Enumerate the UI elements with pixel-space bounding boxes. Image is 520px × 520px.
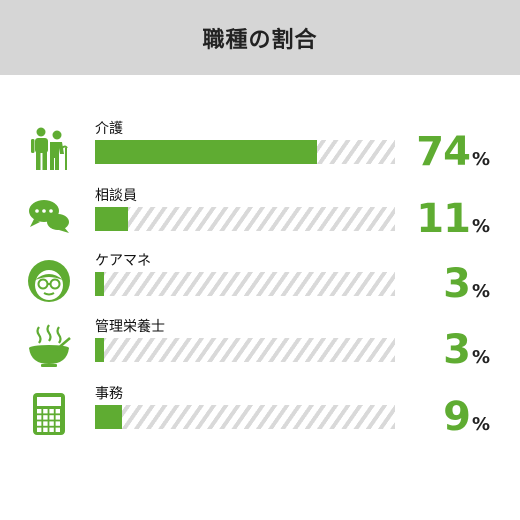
page-title: 職種の割合 bbox=[202, 27, 318, 53]
value-number: 3 bbox=[443, 261, 471, 307]
category-label: ケアマネ bbox=[95, 253, 151, 269]
value-label: 11% bbox=[416, 189, 490, 239]
value-number: 11 bbox=[416, 196, 471, 242]
value-number: 9 bbox=[443, 394, 471, 440]
value-unit: % bbox=[471, 281, 490, 302]
bar-row: 管理栄養士 3% bbox=[0, 316, 520, 376]
bar bbox=[95, 207, 128, 231]
value-label: 74% bbox=[416, 122, 490, 172]
bar-track bbox=[95, 140, 395, 164]
steaming-bowl-icon bbox=[26, 324, 72, 370]
bar-row: 事務 9% bbox=[0, 383, 520, 443]
calculator-icon bbox=[26, 391, 72, 437]
category-label: 管理栄養士 bbox=[95, 319, 165, 335]
value-unit: % bbox=[471, 347, 490, 368]
bar bbox=[95, 405, 122, 429]
value-label: 9% bbox=[443, 387, 490, 437]
value-label: 3% bbox=[443, 320, 490, 370]
bar-track bbox=[95, 272, 395, 296]
value-unit: % bbox=[471, 149, 490, 170]
value-unit: % bbox=[471, 216, 490, 237]
value-unit: % bbox=[471, 414, 490, 435]
bar bbox=[95, 338, 104, 362]
bar-row: ケアマネ 3% bbox=[0, 250, 520, 310]
bar-track bbox=[95, 207, 395, 231]
title-banner: 職種の割合 bbox=[0, 0, 520, 75]
woman-with-glasses-icon bbox=[26, 258, 72, 304]
bar-row: 相談員 11% bbox=[0, 185, 520, 245]
value-number: 74 bbox=[416, 129, 471, 175]
speech-bubbles-icon bbox=[26, 193, 72, 239]
bar-row: 介護 74% bbox=[0, 118, 520, 178]
category-label: 相談員 bbox=[95, 188, 137, 204]
bar-track bbox=[95, 338, 395, 362]
bar bbox=[95, 140, 317, 164]
value-label: 3% bbox=[443, 254, 490, 304]
category-label: 事務 bbox=[95, 386, 123, 402]
category-label: 介護 bbox=[95, 121, 123, 137]
value-number: 3 bbox=[443, 327, 471, 373]
elderly-care-icon bbox=[26, 126, 72, 172]
bar-track bbox=[95, 405, 395, 429]
bar bbox=[95, 272, 104, 296]
